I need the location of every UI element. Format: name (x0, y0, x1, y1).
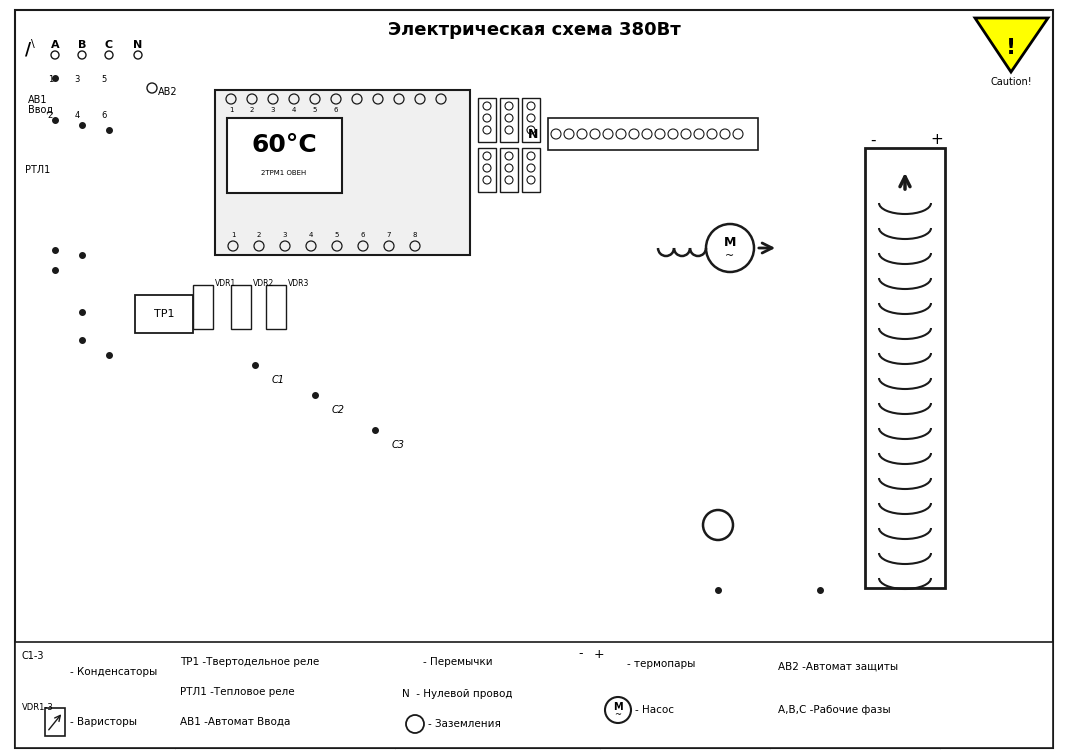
Text: B: B (78, 40, 87, 50)
Text: C3: C3 (392, 440, 405, 450)
Text: VDR1-3: VDR1-3 (22, 702, 53, 711)
Text: -: - (870, 132, 876, 147)
Text: 2: 2 (250, 107, 254, 113)
Text: 7: 7 (387, 232, 391, 238)
Text: N  - Нулевой провод: N - Нулевой провод (402, 689, 513, 699)
Text: 1: 1 (48, 76, 53, 85)
Text: +: + (594, 648, 604, 661)
Text: - Перемычки: - Перемычки (423, 657, 492, 667)
Bar (135, 295, 193, 333)
Bar (15, 642, 1053, 748)
Text: АВ1: АВ1 (28, 95, 47, 105)
Bar (193, 285, 213, 329)
Text: VDR1: VDR1 (215, 279, 236, 288)
Text: - Заземления: - Заземления (428, 719, 501, 729)
Text: 60°C: 60°C (251, 133, 317, 157)
Text: 3: 3 (271, 107, 276, 113)
Text: - термопары: - термопары (627, 659, 695, 669)
Text: АВ2 -Автомат защиты: АВ2 -Автомат защиты (778, 662, 898, 672)
Text: ~: ~ (725, 251, 735, 261)
Text: VDR3: VDR3 (288, 279, 310, 288)
Text: 5: 5 (334, 232, 340, 238)
Text: 5: 5 (101, 76, 107, 85)
Text: C1: C1 (272, 375, 285, 385)
Bar (478, 148, 496, 192)
Text: 1: 1 (229, 107, 233, 113)
Bar (865, 148, 945, 588)
Bar (215, 90, 470, 255)
Text: - Конденсаторы: - Конденсаторы (70, 667, 157, 677)
Polygon shape (975, 18, 1048, 72)
Text: 3: 3 (283, 232, 287, 238)
Text: А,В,С -Рабочие фазы: А,В,С -Рабочие фазы (778, 705, 891, 715)
Text: РТЛ1: РТЛ1 (25, 165, 50, 175)
Text: 4: 4 (292, 107, 296, 113)
Text: - Варисторы: - Варисторы (70, 717, 137, 727)
Bar (500, 98, 518, 142)
Text: 2ТРМ1 ОВЕН: 2ТРМ1 ОВЕН (262, 170, 307, 176)
Text: 6: 6 (333, 107, 339, 113)
Text: C1-3: C1-3 (22, 651, 45, 661)
Text: \: \ (31, 39, 35, 49)
Text: N: N (134, 40, 143, 50)
Text: 1: 1 (231, 232, 235, 238)
Text: АВ1 -Автомат Ввода: АВ1 -Автомат Ввода (180, 717, 290, 727)
Text: M: M (613, 702, 623, 712)
Text: A: A (50, 40, 60, 50)
Bar (522, 148, 540, 192)
Text: ~: ~ (614, 710, 622, 720)
Text: - Насос: - Насос (635, 705, 674, 715)
Text: Электрическая схема 380Вт: Электрическая схема 380Вт (388, 21, 680, 39)
Bar (522, 98, 540, 142)
Bar (478, 98, 496, 142)
Bar (231, 285, 251, 329)
Text: !: ! (1006, 38, 1016, 58)
Text: /: / (25, 41, 31, 59)
Text: 3: 3 (75, 76, 80, 85)
Text: C2: C2 (332, 405, 345, 415)
Text: 5: 5 (313, 107, 317, 113)
Text: АВ2: АВ2 (158, 87, 177, 97)
Bar (266, 285, 286, 329)
Text: 2: 2 (256, 232, 262, 238)
Text: 2: 2 (48, 110, 53, 119)
Text: M: M (724, 236, 736, 249)
Text: 4: 4 (309, 232, 313, 238)
Bar (227, 118, 342, 193)
Bar (500, 148, 518, 192)
Text: Caution!: Caution! (990, 77, 1032, 87)
Text: +: + (930, 132, 943, 147)
Text: N: N (528, 128, 538, 140)
Text: -: - (578, 648, 582, 661)
Text: VDR2: VDR2 (253, 279, 274, 288)
Bar (548, 118, 758, 150)
Text: Ввод: Ввод (28, 105, 53, 115)
Text: 6: 6 (101, 110, 107, 119)
Bar (45, 708, 65, 736)
Text: 6: 6 (361, 232, 365, 238)
Text: ТР1: ТР1 (154, 309, 174, 319)
Text: РТЛ1 -Тепловое реле: РТЛ1 -Тепловое реле (180, 687, 295, 697)
Text: 4: 4 (75, 110, 80, 119)
Text: 8: 8 (412, 232, 418, 238)
Text: C: C (105, 40, 113, 50)
Text: ТР1 -Твертодельное реле: ТР1 -Твертодельное реле (180, 657, 319, 667)
